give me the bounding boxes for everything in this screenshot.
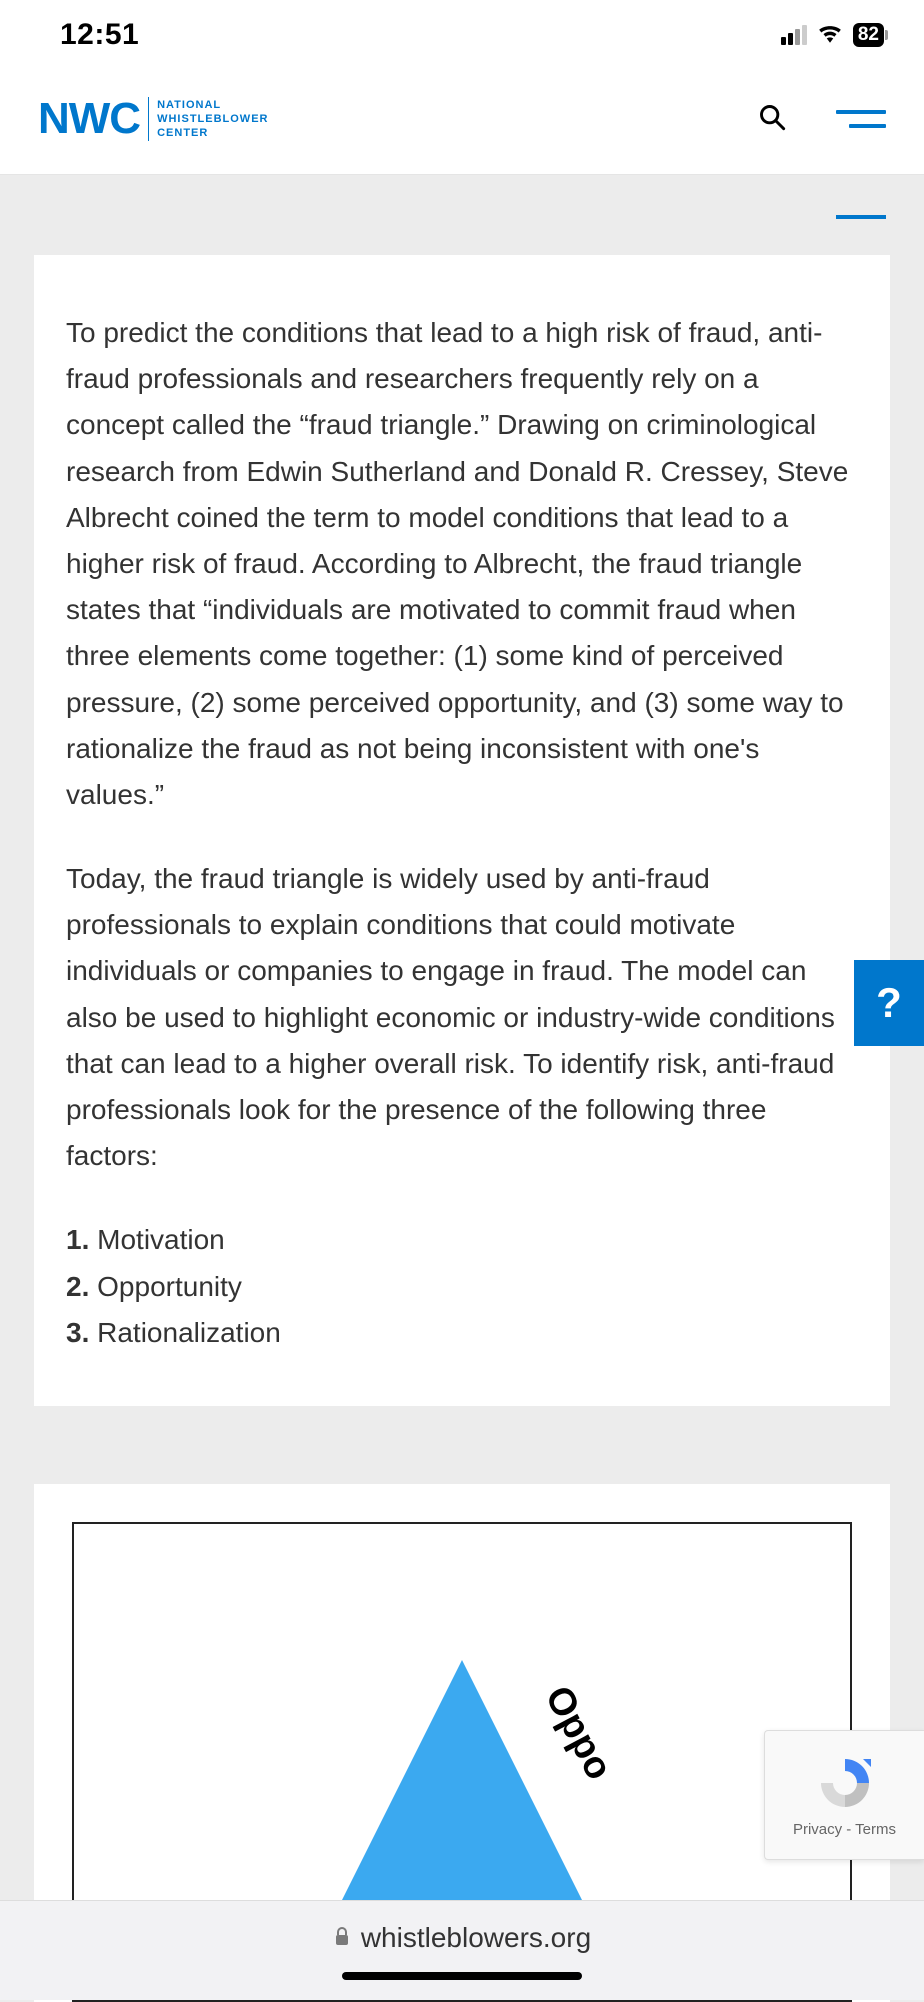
menu-icon-line [836,215,886,219]
menu-icon[interactable] [836,110,886,128]
logo-line: WHISTLEBLOWER [157,112,268,126]
status-time: 12:51 [60,18,139,52]
recaptcha-icon [815,1753,875,1813]
status-indicators: 82 [781,23,884,48]
url-text: whistleblowers.org [361,1922,591,1954]
battery-indicator: 82 [853,23,884,47]
lock-icon [333,1922,351,1954]
home-indicator[interactable] [342,1972,582,1980]
status-bar: 12:51 82 [0,0,924,64]
page-body: To predict the conditions that lead to a… [0,175,924,2002]
article-paragraph: To predict the conditions that lead to a… [66,310,858,818]
list-item: Opportunity [66,1264,858,1310]
site-header: NWC NATIONAL WHISTLEBLOWER CENTER [0,64,924,175]
search-icon[interactable] [758,103,786,136]
article-card: To predict the conditions that lead to a… [34,255,890,1406]
logo-line: NATIONAL [157,98,268,112]
factor-list: Motivation Opportunity Rationalization [66,1217,858,1356]
header-actions [758,103,886,136]
wifi-icon [817,23,843,48]
cellular-signal-icon [781,25,807,45]
logo[interactable]: NWC NATIONAL WHISTLEBLOWER CENTER [38,94,268,144]
logo-line: CENTER [157,126,268,140]
recaptcha-badge[interactable]: Privacy - Terms [764,1730,924,1860]
logo-divider [148,97,149,141]
help-button[interactable]: ? [854,960,924,1046]
list-item: Motivation [66,1217,858,1263]
logo-abbrev: NWC [38,94,140,144]
article-paragraph: Today, the fraud triangle is widely used… [66,856,858,1179]
list-item: Rationalization [66,1310,858,1356]
browser-bottom-bar: whistleblowers.org [0,1900,924,2000]
logo-fullname: NATIONAL WHISTLEBLOWER CENTER [157,98,268,141]
recaptcha-terms[interactable]: Privacy - Terms [793,1821,896,1838]
address-bar[interactable]: whistleblowers.org [333,1922,591,1954]
